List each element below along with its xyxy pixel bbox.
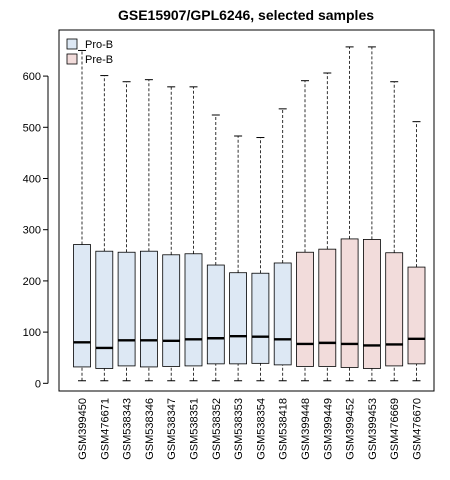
x-tick-label: GSM476669 xyxy=(389,398,401,460)
y-tick-label: 400 xyxy=(23,173,41,185)
box-GSM538346 xyxy=(139,79,158,382)
x-tick-label: GSM476671 xyxy=(99,398,111,460)
y-tick-label: 100 xyxy=(23,327,41,339)
x-tick-label: GSM538351 xyxy=(189,398,201,460)
box-GSM538347 xyxy=(162,86,181,382)
box-iqr xyxy=(229,272,248,365)
x-tick-label: GSM399449 xyxy=(322,398,334,460)
x-tick-label: GSM538346 xyxy=(144,398,156,460)
box-iqr xyxy=(340,238,359,368)
legend-swatch xyxy=(66,53,78,65)
box-iqr xyxy=(407,266,426,365)
y-tick-label: 300 xyxy=(23,225,41,237)
box-GSM538353 xyxy=(229,135,248,382)
chart-title: GSE15907/GPL6246, selected samples xyxy=(118,7,374,23)
plot-frame xyxy=(58,29,435,392)
box-GSM538343 xyxy=(117,81,136,382)
box-iqr xyxy=(95,250,114,369)
x-tick-label: GSM476670 xyxy=(412,398,424,460)
x-axis-labels: GSM399450 GSM476671 GSM538343 GSM538346 GSM5… xyxy=(77,398,424,460)
box-GSM538418 xyxy=(273,108,292,382)
box-iqr xyxy=(385,252,404,367)
box-GSM476669 xyxy=(385,81,404,382)
y-axis: 0 100 200 300 400 500 600 xyxy=(23,71,49,390)
box-iqr xyxy=(362,239,381,369)
box-iqr xyxy=(73,244,91,368)
legend-label: Pre-B xyxy=(85,54,113,66)
x-tick-label: GSM399448 xyxy=(300,398,312,460)
x-tick-label: GSM399453 xyxy=(367,398,379,460)
box-iqr xyxy=(206,264,225,365)
box-iqr xyxy=(184,253,203,367)
box-GSM399453 xyxy=(362,46,381,382)
box-iqr xyxy=(162,254,181,367)
y-tick-label: 200 xyxy=(23,276,41,288)
box-GSM476671 xyxy=(95,75,114,382)
box-iqr xyxy=(139,250,158,368)
y-tick-label: 0 xyxy=(35,378,41,390)
x-tick-label: GSM399452 xyxy=(345,398,357,460)
box-GSM538351 xyxy=(184,86,203,382)
box-GSM399448 xyxy=(296,80,314,382)
y-tick-label: 500 xyxy=(23,122,41,134)
x-tick-label: GSM538418 xyxy=(278,398,290,460)
y-tick-label: 600 xyxy=(23,71,41,83)
x-tick-label: GSM399450 xyxy=(77,398,89,460)
box-GSM476670 xyxy=(407,121,426,382)
box-GSM399449 xyxy=(318,72,337,382)
box-GSM399452 xyxy=(340,46,359,382)
x-tick-label: GSM538353 xyxy=(233,398,245,460)
x-tick-label: GSM538347 xyxy=(166,398,178,460)
x-tick-label: GSM538352 xyxy=(211,398,223,460)
box-iqr xyxy=(296,251,314,367)
x-tick-label: GSM538354 xyxy=(255,398,267,460)
box-iqr xyxy=(117,251,136,367)
legend-label: Pro-B xyxy=(85,39,113,51)
box-iqr xyxy=(273,262,292,366)
box-iqr xyxy=(251,272,270,364)
box-GSM538352 xyxy=(206,114,225,382)
box-GSM538354 xyxy=(251,137,270,382)
box-iqr xyxy=(318,248,337,367)
x-tick-label: GSM538343 xyxy=(122,398,134,460)
boxes-layer xyxy=(73,46,426,382)
legend-swatch xyxy=(66,38,78,50)
legend: Pro-B Pre-B xyxy=(66,38,113,66)
box-GSM399450 xyxy=(73,49,91,382)
